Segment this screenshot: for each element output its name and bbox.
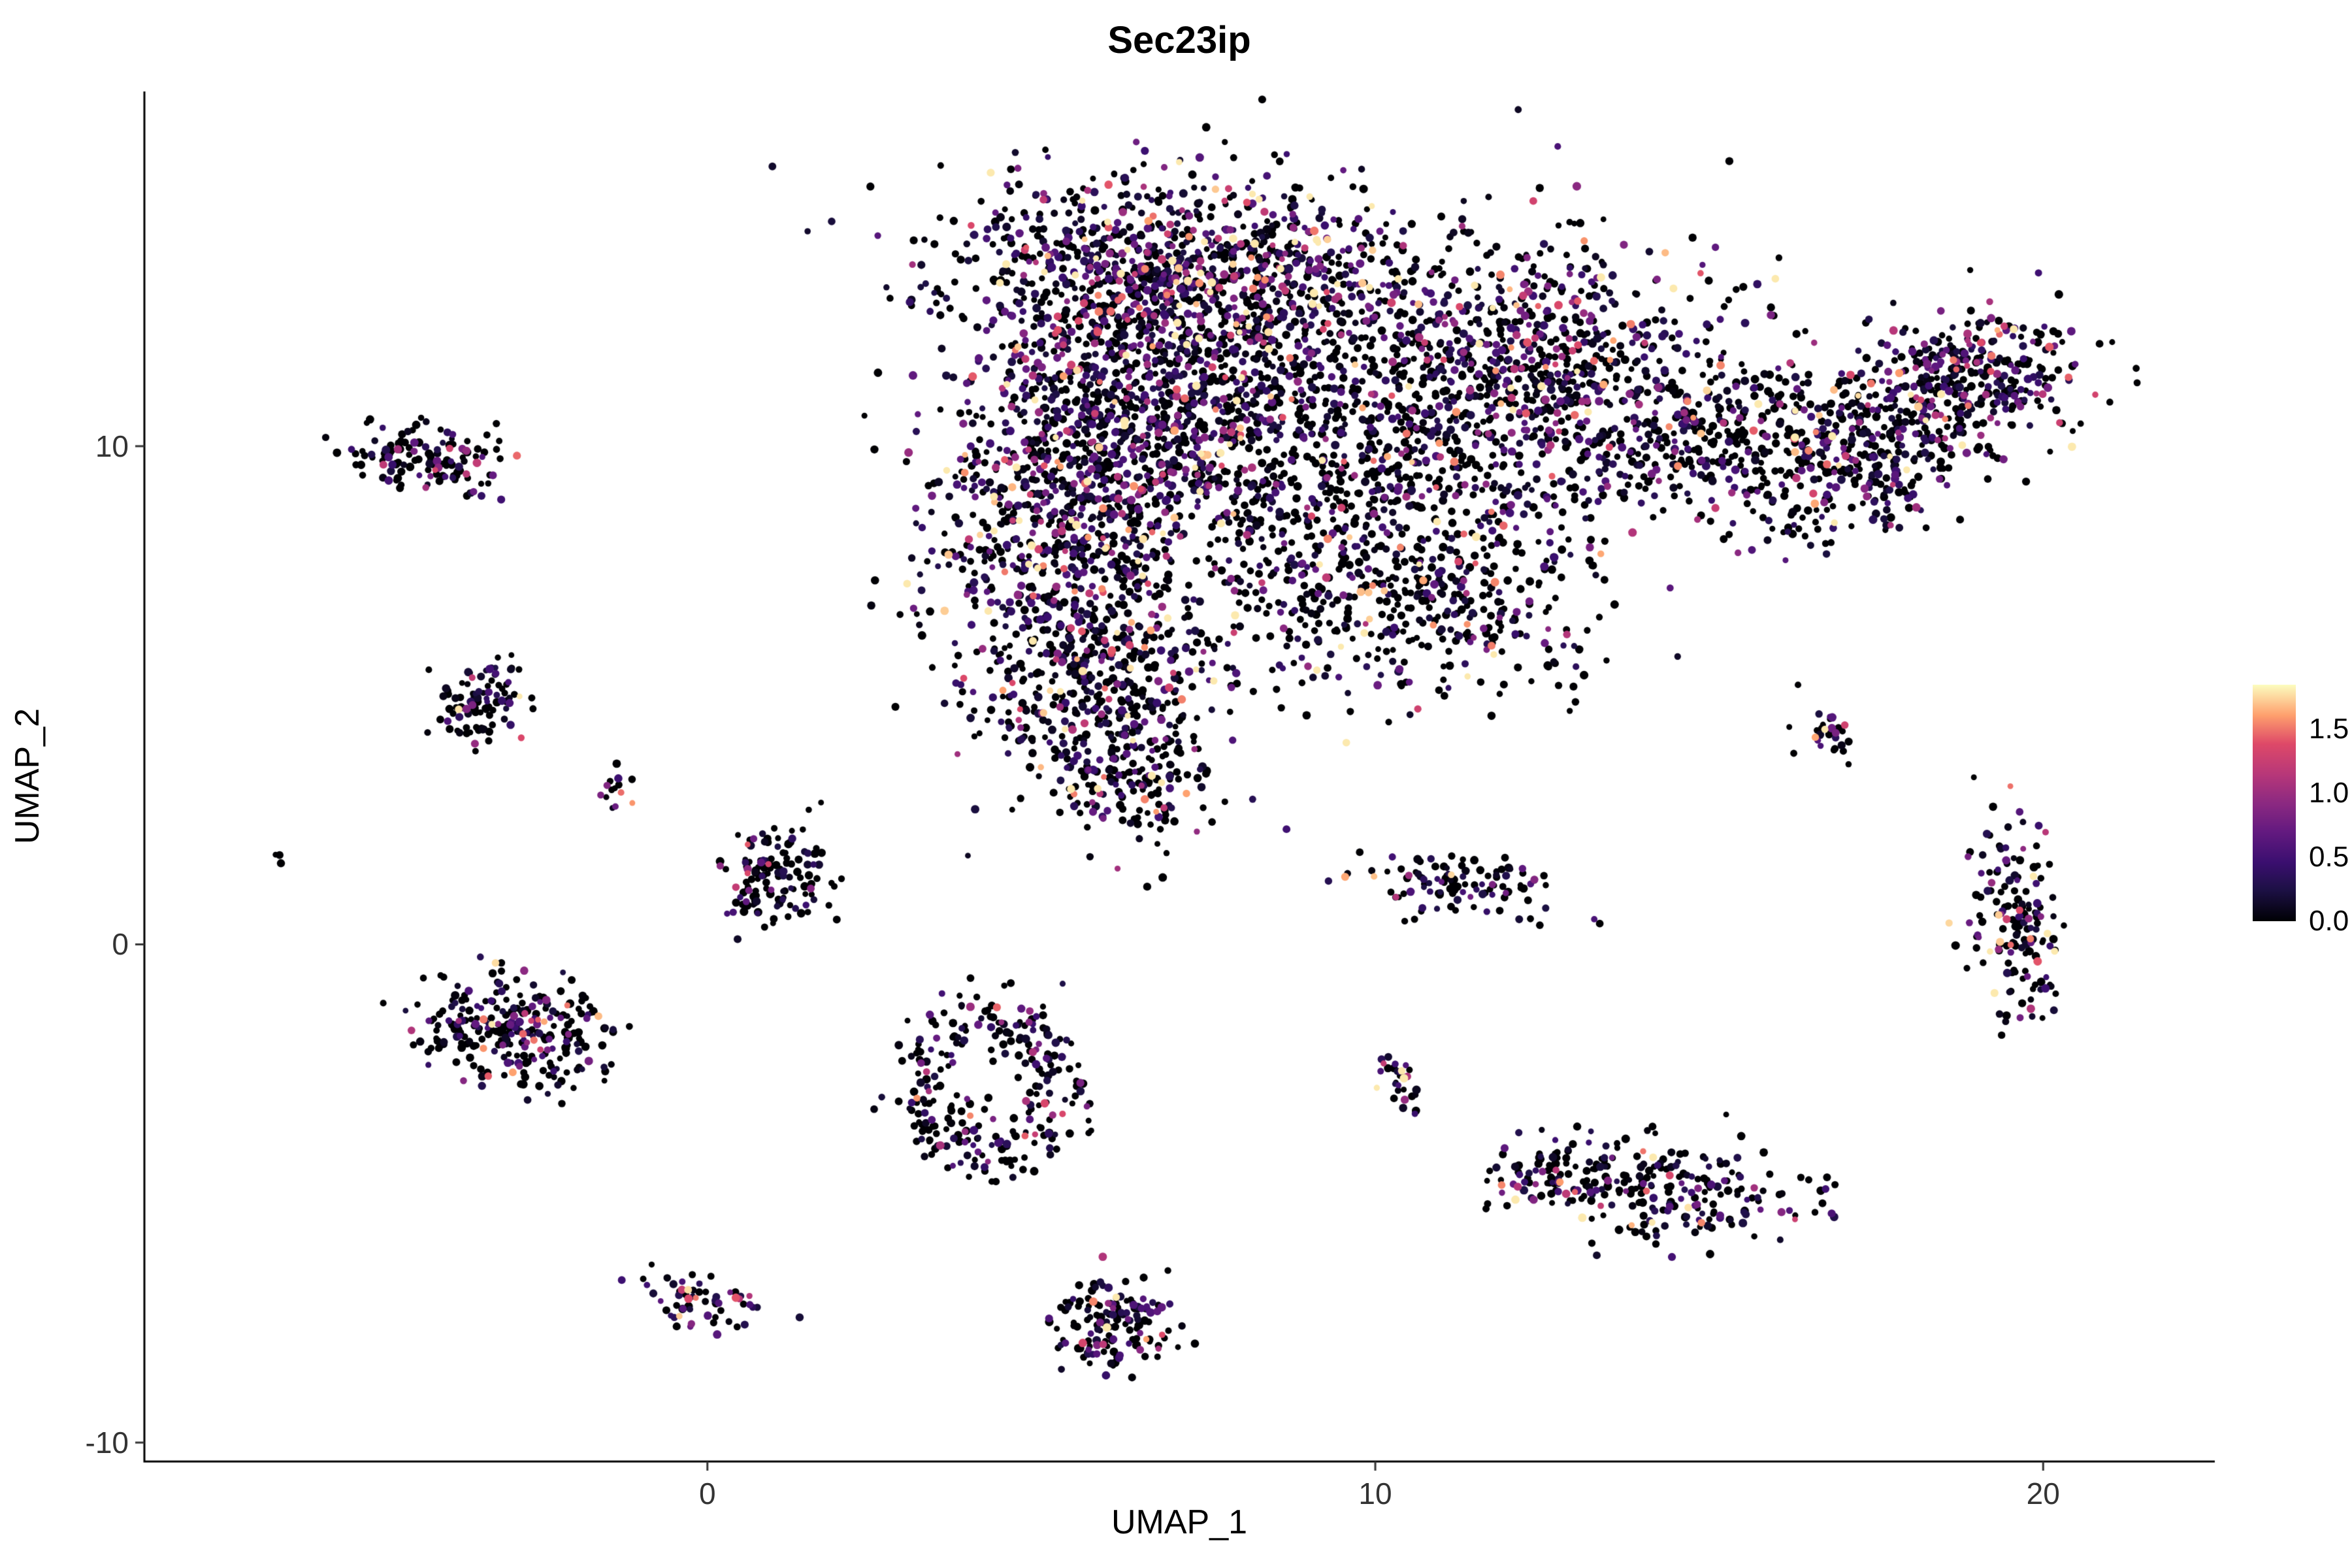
legend-tick-label: 0.0 [2309, 905, 2349, 937]
x-tick-label: 20 [2026, 1477, 2060, 1511]
x-tick-label: 10 [1358, 1477, 1392, 1511]
y-tick-label: 0 [112, 927, 129, 962]
legend-tick-label: 1.5 [2309, 713, 2349, 745]
legend-tick-label: 0.5 [2309, 841, 2349, 874]
x-tick-label: 0 [698, 1477, 716, 1511]
y-tick-label: 10 [95, 429, 129, 463]
plot-title: Sec23ip [1107, 19, 1251, 61]
y-axis-label: UMAP_2 [8, 708, 46, 845]
y-tick-label: -10 [85, 1426, 129, 1460]
x-axis-label: UMAP_1 [1111, 1503, 1248, 1541]
legend-tick-label: 1.0 [2309, 777, 2349, 809]
legend-colorbar [2253, 685, 2296, 921]
